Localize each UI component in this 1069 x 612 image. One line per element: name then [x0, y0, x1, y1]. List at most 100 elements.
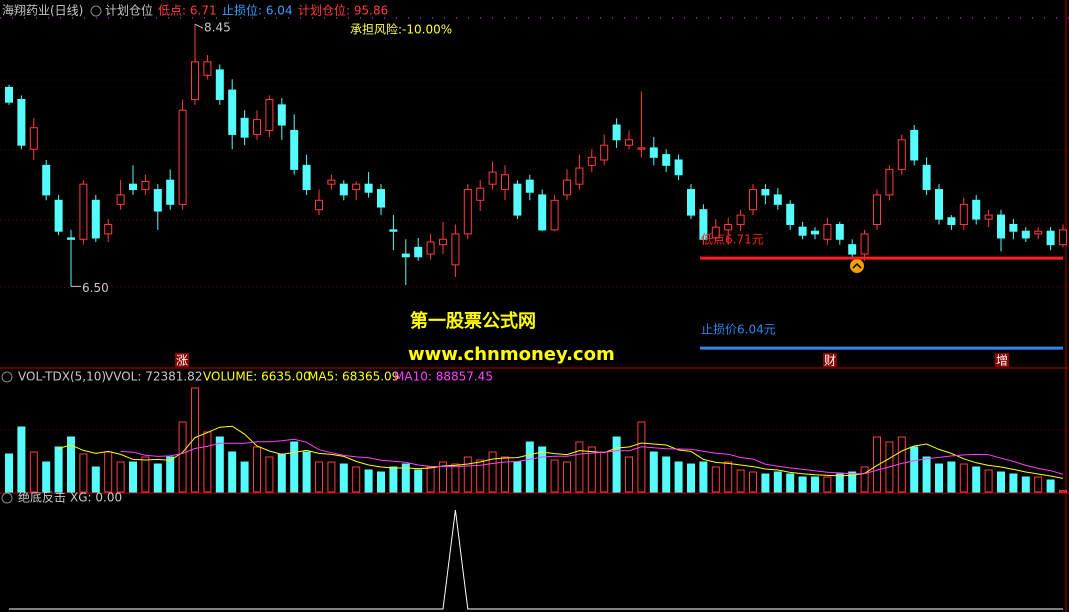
volume-bar [302, 451, 311, 493]
volume-bar [315, 461, 323, 493]
candle-body [5, 86, 13, 103]
candle-body [1059, 229, 1067, 246]
volume-bar [426, 466, 435, 493]
volume-bar [129, 461, 137, 493]
volume-bar [228, 451, 237, 493]
candle-body [178, 109, 187, 205]
volume-bar [29, 451, 38, 493]
candle-body [463, 189, 472, 235]
candle-body [153, 189, 162, 212]
volume-bar [798, 476, 807, 493]
stat-label: XG: 0.00 [70, 491, 122, 505]
volume-bar [401, 463, 410, 493]
candle-body [414, 246, 423, 258]
volume-bar [1009, 473, 1018, 493]
candle-body [228, 89, 237, 135]
ma-line [58, 425, 1064, 479]
volume-bar [1034, 476, 1043, 493]
candle-body [947, 217, 956, 226]
volume-bar [91, 466, 100, 493]
signal-box [995, 353, 1009, 367]
candle-body [513, 183, 522, 216]
candle-body [1009, 224, 1018, 232]
candle-body [625, 139, 633, 146]
candle-body [835, 224, 844, 240]
candle-body [389, 229, 398, 232]
watermark: 第一股票公式网 [410, 310, 536, 332]
volume-bar [662, 456, 671, 493]
volume-bar [823, 476, 832, 493]
panel-title: VOL-TDX(5,10) [18, 370, 106, 384]
candle-body [67, 237, 75, 240]
legend-item: 止损位: 6.04 [222, 3, 293, 18]
volume-bar [215, 436, 224, 493]
candle-body [761, 189, 770, 196]
volume-bar [525, 441, 534, 493]
candle-body [860, 233, 869, 255]
volume-bar [277, 453, 286, 493]
candle-body [315, 199, 323, 211]
candle-body [166, 179, 175, 205]
candle-body [550, 199, 559, 231]
candle-body [959, 203, 968, 226]
stat-label: MA10: 88857.45 [394, 370, 493, 384]
candle-body [116, 194, 125, 205]
volume-bar [364, 469, 373, 493]
candle-body [327, 179, 336, 185]
icon [1, 371, 13, 383]
volume-bar [240, 461, 249, 493]
candle-body [724, 224, 733, 231]
candle-body [302, 164, 311, 191]
volume-bar [674, 461, 683, 493]
candle-body [749, 189, 757, 211]
stat-label: VOLUME: 6635.00 [203, 370, 311, 384]
volume-bar [637, 421, 646, 493]
volume-bar [141, 456, 150, 493]
signal-line [9, 509, 1063, 610]
min-label: 6.50 [82, 281, 109, 295]
volume-bar [736, 469, 745, 493]
volume-bar [935, 463, 943, 493]
volume-bar [1059, 490, 1067, 493]
candle-body [141, 180, 150, 191]
volume-bar [600, 451, 609, 493]
candle-body [538, 194, 547, 231]
max-pointer [194, 23, 204, 29]
candle-body [798, 226, 807, 236]
volume-bar [947, 461, 956, 493]
legend-item: 低点: 6.71 [158, 4, 217, 18]
ma-line [120, 438, 1064, 475]
stock-title: 海翔药业(日线) [2, 3, 83, 18]
legend-item: 计划仓位: 95.86 [298, 3, 388, 18]
volume-bar [835, 473, 844, 493]
volume-bar [563, 461, 571, 493]
candle-body [711, 226, 720, 239]
volume-bar [649, 451, 658, 493]
header-icons [1, 5, 102, 504]
volume-bar [687, 463, 695, 493]
volume-bar [724, 461, 733, 493]
candle-body [426, 241, 435, 255]
candle-body [104, 224, 113, 235]
volume-bar [178, 421, 187, 493]
volume-bar [153, 463, 162, 493]
volume-bar [54, 446, 63, 493]
volume-bar [352, 466, 361, 493]
volume-bar [922, 456, 931, 493]
candle-body [488, 171, 497, 185]
signal-label: 财 [824, 354, 836, 368]
candle-body [563, 179, 571, 196]
candle-body [203, 61, 212, 76]
candle-body [476, 187, 485, 201]
volume-bar [67, 436, 75, 493]
volume-bar [1021, 476, 1030, 493]
volume-bar [711, 466, 720, 493]
volume-bar [1046, 479, 1055, 493]
candle-body [823, 224, 832, 240]
volume-bar [488, 451, 497, 493]
candle-body [240, 117, 249, 138]
candle-body [339, 183, 348, 196]
volume-bar [166, 456, 175, 493]
volume-bar [550, 459, 559, 493]
